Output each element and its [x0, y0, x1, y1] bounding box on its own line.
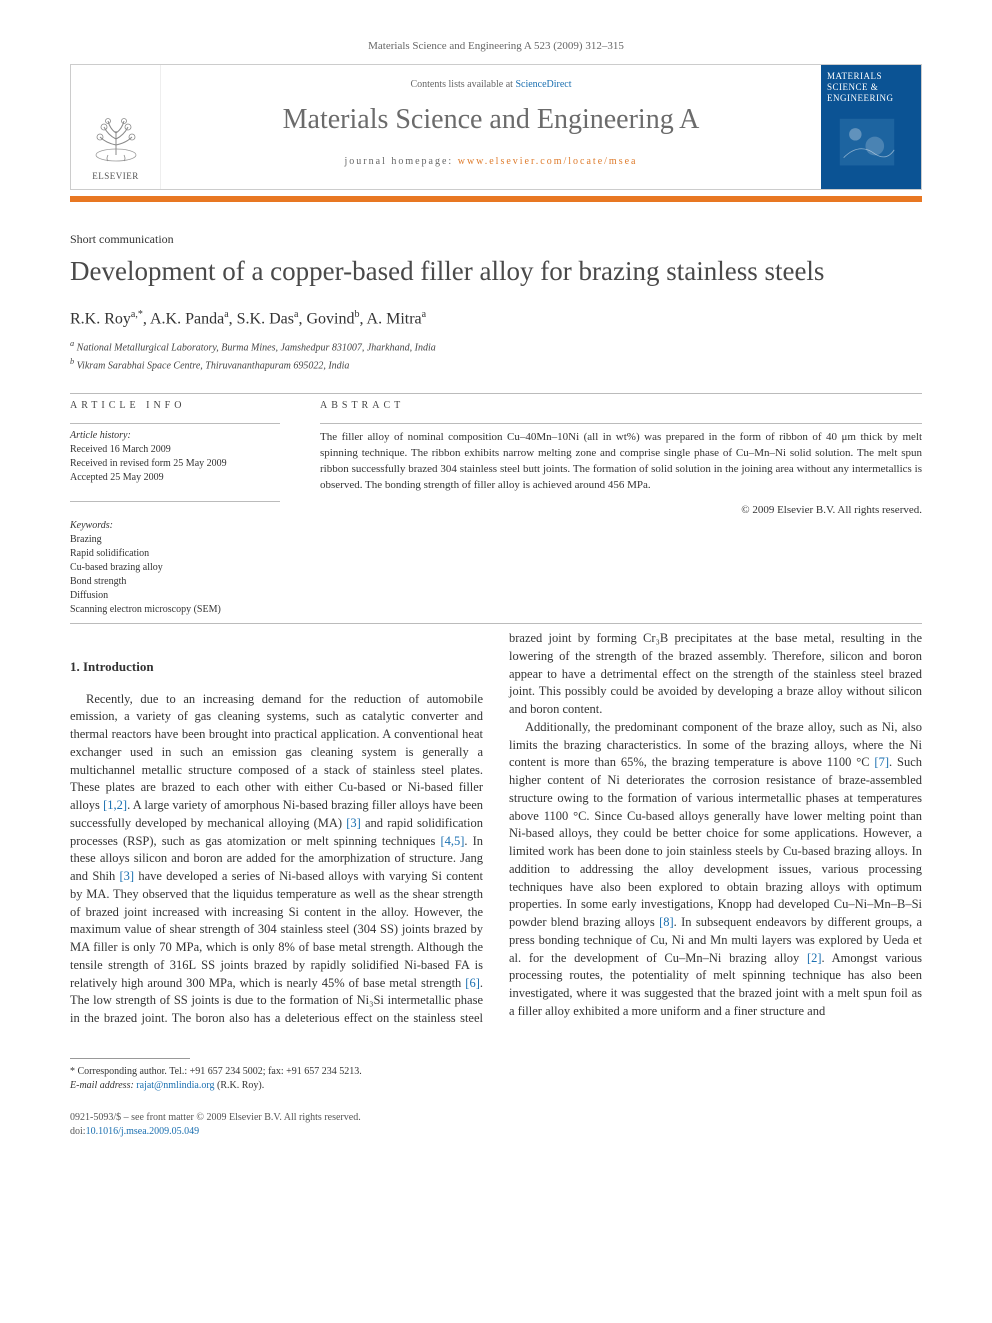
doi-link[interactable]: 10.1016/j.msea.2009.05.049	[86, 1126, 200, 1137]
reference-link[interactable]: [2]	[807, 951, 822, 965]
email-line: E-mail address: rajat@nmlindia.org (R.K.…	[70, 1079, 922, 1093]
article-info-heading: ARTICLE INFO	[70, 400, 280, 411]
affiliations: a National Metallurgical Laboratory, Bur…	[70, 338, 922, 373]
body-text: . Such higher content of Ni deteriorates…	[509, 755, 922, 929]
history-accepted: Accepted 25 May 2009	[70, 471, 280, 485]
affiliation-a-text: National Metallurgical Laboratory, Burma…	[77, 343, 436, 354]
reference-link[interactable]: [3]	[346, 816, 361, 830]
corresponding-author-note: * Corresponding author. Tel.: +91 657 23…	[70, 1065, 922, 1079]
publisher-logo-area: ELSEVIER	[71, 65, 161, 189]
divider	[70, 501, 280, 502]
body-text: Additionally, the predominant component …	[509, 720, 922, 770]
author-list: R.K. Roya,*, A.K. Pandaa, S.K. Dasa, Gov…	[70, 309, 922, 328]
history-label: Article history:	[70, 430, 280, 441]
homepage-prefix: journal homepage:	[345, 156, 458, 167]
footnotes: * Corresponding author. Tel.: +91 657 23…	[70, 1065, 922, 1093]
article-type: Short communication	[70, 232, 922, 247]
reference-link[interactable]: [8]	[659, 915, 674, 929]
email-label: E-mail address:	[70, 1080, 136, 1091]
reference-link[interactable]: [7]	[874, 755, 889, 769]
keyword: Brazing	[70, 533, 280, 547]
doi-prefix: doi:	[70, 1126, 86, 1137]
journal-banner: ELSEVIER Contents lists available at Sci…	[70, 64, 922, 190]
running-header: Materials Science and Engineering A 523 …	[70, 40, 922, 52]
elsevier-tree-icon	[86, 111, 146, 171]
cover-title: MATERIALS SCIENCE & ENGINEERING	[827, 71, 915, 103]
keyword: Scanning electron microscopy (SEM)	[70, 603, 280, 617]
keyword: Diffusion	[70, 589, 280, 603]
affiliation-a: a National Metallurgical Laboratory, Bur…	[70, 338, 922, 355]
affiliation-b-text: Vikram Sarabhai Space Centre, Thiruvanan…	[77, 360, 350, 371]
footnote-separator	[70, 1058, 190, 1059]
sciencedirect-link[interactable]: ScienceDirect	[515, 79, 571, 90]
divider	[320, 423, 922, 424]
history-received: Received 16 March 2009	[70, 443, 280, 457]
footer-copyright: 0921-5093/$ – see front matter © 2009 El…	[70, 1111, 922, 1125]
article-info-column: ARTICLE INFO Article history: Received 1…	[70, 400, 280, 617]
reference-link[interactable]: [4,5]	[440, 834, 464, 848]
divider	[70, 393, 922, 394]
affiliation-b: b Vikram Sarabhai Space Centre, Thiruvan…	[70, 356, 922, 373]
footer-doi-line: doi:10.1016/j.msea.2009.05.049	[70, 1125, 922, 1139]
keywords-label: Keywords:	[70, 520, 280, 531]
history-revised: Received in revised form 25 May 2009	[70, 457, 280, 471]
page-footer: 0921-5093/$ – see front matter © 2009 El…	[70, 1111, 922, 1139]
article-title: Development of a copper-based filler all…	[70, 255, 922, 289]
keyword: Cu-based brazing alloy	[70, 561, 280, 575]
banner-center: Contents lists available at ScienceDirec…	[161, 65, 821, 189]
homepage-link[interactable]: www.elsevier.com/locate/msea	[458, 156, 638, 167]
orange-divider-bar	[70, 196, 922, 202]
contents-prefix: Contents lists available at	[410, 79, 515, 90]
keyword: Rapid solidification	[70, 547, 280, 561]
body-text: have developed a series of Ni-based allo…	[70, 869, 483, 990]
homepage-line: journal homepage: www.elsevier.com/locat…	[171, 156, 811, 167]
section-heading-intro: 1. Introduction	[70, 658, 483, 676]
divider	[70, 423, 280, 424]
journal-cover-thumbnail: MATERIALS SCIENCE & ENGINEERING	[821, 65, 921, 189]
email-link[interactable]: rajat@nmlindia.org	[136, 1080, 214, 1091]
body-two-column: 1. Introduction Recently, due to an incr…	[70, 630, 922, 1028]
keyword: Bond strength	[70, 575, 280, 589]
body-paragraph: Additionally, the predominant component …	[509, 719, 922, 1021]
abstract-heading: ABSTRACT	[320, 400, 922, 411]
abstract-copyright: © 2009 Elsevier B.V. All rights reserved…	[320, 504, 922, 516]
reference-link[interactable]: [3]	[120, 869, 135, 883]
abstract-column: ABSTRACT The filler alloy of nominal com…	[320, 400, 922, 617]
body-text: Recently, due to an increasing demand fo…	[70, 692, 483, 813]
abstract-text: The filler alloy of nominal composition …	[320, 430, 922, 494]
journal-title: Materials Science and Engineering A	[171, 104, 811, 136]
elsevier-label: ELSEVIER	[92, 171, 139, 181]
divider	[70, 623, 922, 624]
article-meta-row: ARTICLE INFO Article history: Received 1…	[70, 400, 922, 617]
reference-link[interactable]: [1,2]	[103, 798, 127, 812]
email-suffix: (R.K. Roy).	[214, 1080, 264, 1091]
contents-available-line: Contents lists available at ScienceDirec…	[171, 79, 811, 90]
reference-link[interactable]: [6]	[465, 976, 480, 990]
